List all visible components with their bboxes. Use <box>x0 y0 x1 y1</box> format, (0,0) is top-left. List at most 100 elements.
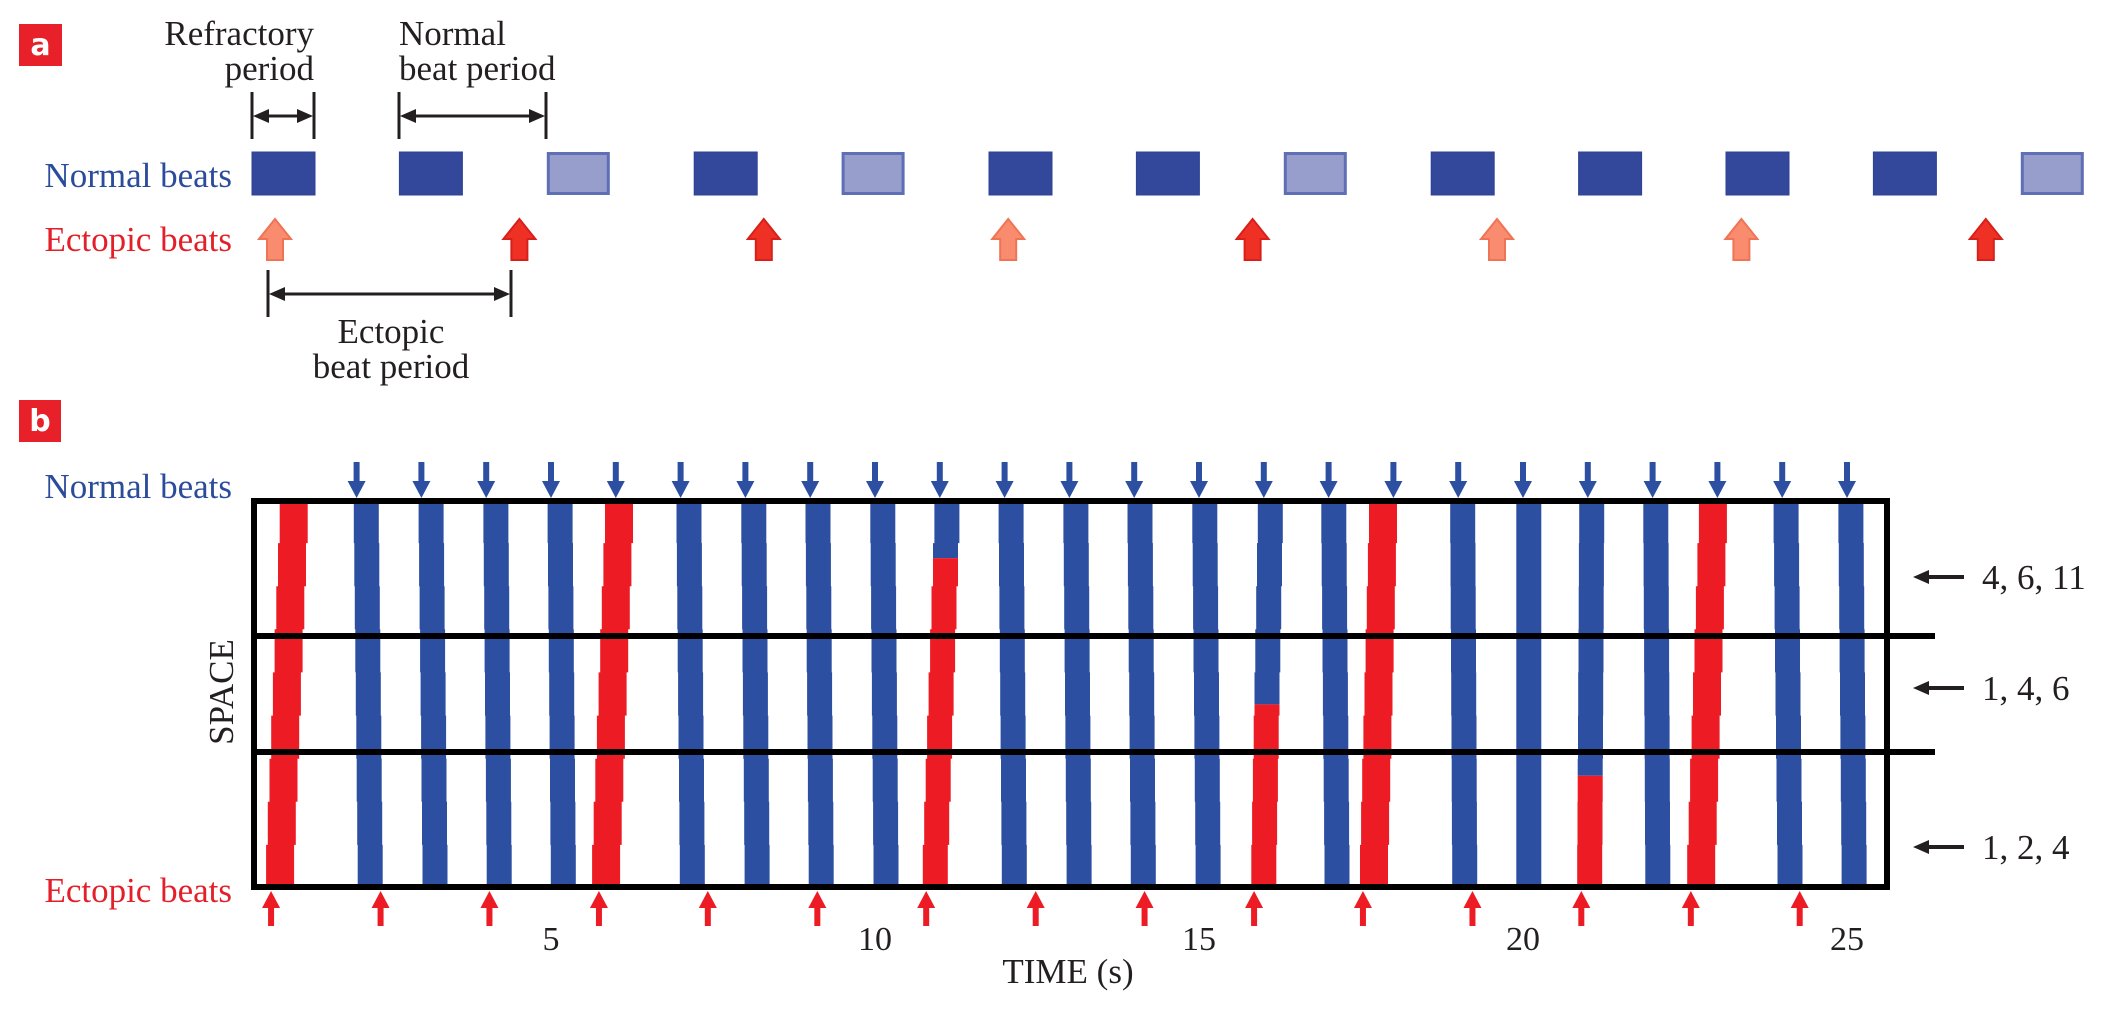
normal-period-label-line2: beat period <box>399 49 556 88</box>
wavefront-normal <box>1643 504 1671 884</box>
wavefront-ectopic-segment <box>592 504 633 884</box>
wavefront-ectopic <box>1360 504 1397 884</box>
x-axis-label: TIME (s) <box>1002 952 1133 991</box>
wavefront-ectopic <box>592 504 633 884</box>
panel-a-ectopic-beats-label: Ectopic beats <box>44 220 232 259</box>
refractory-label-line1: Refractory <box>164 14 314 53</box>
panel-a: a Refractory period Normal beat period N… <box>19 14 2084 386</box>
wavefront-normal-segment <box>1127 504 1156 884</box>
wavefront-normal-segment <box>676 504 705 884</box>
normal-beat-square <box>398 151 463 196</box>
normal-beat-arrow <box>1060 462 1079 498</box>
x-tick-label: 5 <box>543 921 560 958</box>
normal-beat-arrow <box>542 462 560 498</box>
ectopic-beat-arrow <box>1681 891 1700 926</box>
normal-beat-arrow <box>477 462 496 498</box>
ectopic-period-label-line1: Ectopic <box>338 312 445 351</box>
panel-b-ectopic-beats-label: Ectopic beats <box>44 871 232 910</box>
normal-beat-square-blocked <box>1283 152 1347 195</box>
wavefront-normal <box>1192 504 1221 884</box>
wavefront-normal-segment <box>353 504 383 884</box>
wavefront-normal <box>483 504 512 884</box>
wavefront-normal-segment <box>547 504 576 884</box>
wavefront-ectopic <box>1687 504 1727 884</box>
ectopic-beat-arrow <box>1572 891 1591 926</box>
wavefront-mixed <box>1577 504 1605 884</box>
ectopic-beat-arrow <box>1135 891 1154 926</box>
row-label: 1, 4, 6 <box>1913 669 2070 708</box>
wavefront-ectopic-segment <box>1577 775 1603 884</box>
normal-beat-square <box>1725 151 1790 196</box>
wavefront-normal-segment <box>1321 504 1350 884</box>
panel-b-label-box <box>19 400 61 442</box>
wavefront-ectopic-segment <box>922 558 958 884</box>
wavefront-ectopic-segment <box>1687 504 1727 884</box>
ectopic-beat-arrow <box>698 891 717 926</box>
wavefront-mixed <box>1251 504 1283 884</box>
normal-beat-arrow <box>1708 462 1727 498</box>
row-label-text: 4, 6, 11 <box>1982 558 2086 597</box>
ectopic-beat-arrow <box>480 891 499 926</box>
ectopic-beat-arrow <box>1353 891 1372 926</box>
normal-beat-period-bracket <box>397 92 548 139</box>
normal-period-label-line1: Normal <box>399 14 506 53</box>
wavefront-normal <box>1838 504 1867 884</box>
wavefront-normal <box>1773 504 1803 884</box>
normal-beat-arrow <box>1125 462 1144 498</box>
ectopic-beat-arrow <box>917 891 936 926</box>
wavefront-mixed <box>922 504 960 884</box>
wavefront-ectopic <box>266 504 308 884</box>
wavefront-normal <box>353 504 383 884</box>
row-label-text: 1, 4, 6 <box>1982 669 2070 708</box>
wavefront-stripes <box>266 504 1867 884</box>
ectopic-beat-arrow-blocked <box>1478 217 1516 261</box>
x-tick-label: 25 <box>1830 921 1864 958</box>
wavefront-normal <box>741 504 770 884</box>
x-tick-label: 10 <box>858 921 892 958</box>
wavefront-normal-segment <box>1516 504 1542 884</box>
wavefront-normal <box>547 504 576 884</box>
normal-beat-arrow <box>1254 462 1273 498</box>
ectopic-beat-arrows-bottom <box>262 891 1809 926</box>
ectopic-beat-arrow <box>1245 891 1264 926</box>
row-label-text: 1, 2, 4 <box>1982 828 2070 867</box>
normal-beat-arrow <box>347 462 366 498</box>
normal-beat-square <box>988 151 1053 196</box>
normal-beat-square-blocked <box>841 152 905 195</box>
row-labels: 4, 6, 11 1, 4, 6 1, 2, 4 <box>1913 558 2086 867</box>
ectopic-beat-period-bracket <box>266 270 513 317</box>
wavefront-normal-segment <box>1773 504 1803 884</box>
normal-beat-arrow <box>1449 462 1468 498</box>
wavefront-normal-segment <box>1643 504 1671 884</box>
ectopic-beat-arrow <box>1790 891 1809 926</box>
wavefront-normal <box>676 504 705 884</box>
wavefront-normal-segment <box>1063 504 1092 884</box>
wavefront-normal <box>1063 504 1092 884</box>
refractory-period-bracket <box>250 92 316 139</box>
ectopic-beat-arrow-blocked <box>256 217 294 261</box>
normal-beat-arrows <box>347 462 1856 498</box>
normal-beat-square <box>1578 151 1643 196</box>
ectopic-beat-arrow <box>1026 891 1045 926</box>
x-tick-labels: 5 10 15 20 25 <box>543 921 1865 958</box>
raster-frame <box>251 498 1935 890</box>
ectopic-beat-arrow-blocked <box>1723 217 1760 261</box>
normal-beat-arrow <box>1773 462 1792 498</box>
wavefront-ectopic-segment <box>1360 504 1397 884</box>
y-axis-label: SPACE <box>202 639 241 745</box>
ectopic-beat-arrow <box>1234 217 1271 261</box>
x-tick-label: 20 <box>1506 921 1540 958</box>
wavefront-normal-segment <box>933 504 960 559</box>
normal-beat-arrow <box>671 462 690 498</box>
wavefront-normal-segment <box>1838 504 1867 884</box>
panel-b-label: b <box>29 404 50 439</box>
ectopic-beat-arrow <box>371 891 390 926</box>
normal-beat-arrow <box>606 462 625 498</box>
wavefront-normal-segment <box>741 504 770 884</box>
left-arrow-icon-head <box>1913 840 1929 854</box>
ectopic-period-label-line2: beat period <box>313 347 470 386</box>
row-label: 1, 2, 4 <box>1913 828 2070 867</box>
normal-beat-squares <box>251 151 2084 196</box>
panel-b: b Normal beats Ectopic beats 5 10 15 20 25 T… <box>19 400 2086 991</box>
